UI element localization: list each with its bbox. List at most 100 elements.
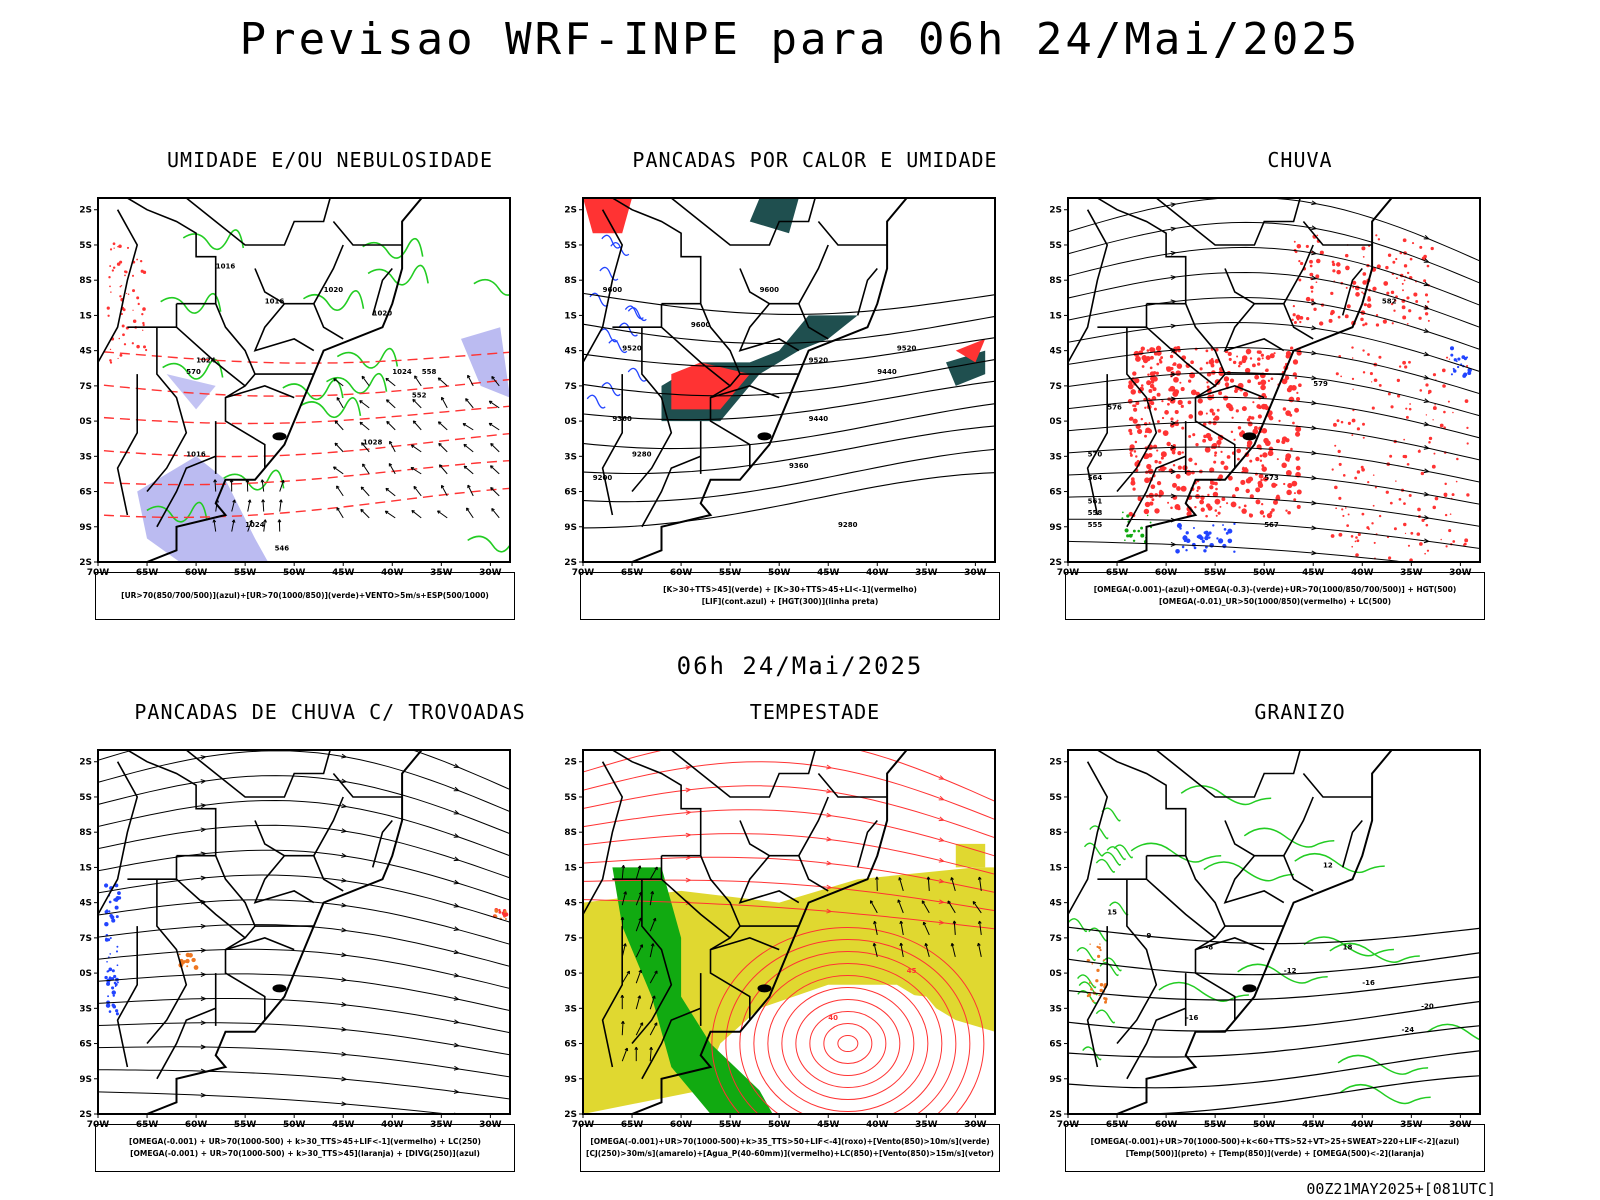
shaded-cell [1097, 954, 1101, 958]
lat-label: 36S [1050, 1040, 1062, 1050]
shaded-cell [1357, 532, 1361, 537]
shaded-cell [1263, 437, 1269, 444]
panel-title: PANCADAS POR CALOR E UMIDADE [632, 148, 998, 172]
wind-vector [413, 486, 422, 497]
shaded-cell [1158, 468, 1161, 472]
shaded-cell [1142, 357, 1149, 364]
shaded-cell [1443, 410, 1446, 414]
border-line [1068, 198, 1236, 469]
wind-vector [516, 466, 525, 474]
shaded-cell [104, 975, 108, 980]
panel-title: PANCADAS DE CHUVA C/ TROVOADAS [134, 700, 526, 724]
lat-label: 18S [1050, 828, 1062, 838]
streamline-arrow [1423, 421, 1430, 427]
lon-label: 30W [964, 1120, 987, 1130]
border-line [313, 796, 344, 857]
shaded-cell [107, 969, 110, 973]
shaded-cell [1291, 480, 1298, 487]
isoline [583, 315, 995, 345]
contour-label: 9520 [622, 345, 642, 353]
shaded-cell [1138, 350, 1144, 356]
wind-vector [621, 865, 625, 880]
shaded-cell [1351, 346, 1354, 349]
shaded-cell [1214, 415, 1220, 421]
lc-contour [767, 975, 929, 1113]
wind-vector [262, 499, 265, 512]
shaded-cell [1149, 366, 1153, 370]
wind-vector [951, 943, 956, 958]
shaded-cell [1236, 448, 1242, 454]
lat-label: 42S [80, 1110, 92, 1120]
wind-vector [950, 877, 956, 892]
streamline-arrow [826, 884, 832, 890]
shaded-cell [1372, 504, 1375, 507]
lon-label: 35W [430, 1120, 453, 1130]
streamline [1068, 321, 1480, 373]
wind-vector [279, 499, 282, 512]
shaded-cell [1448, 528, 1452, 533]
shaded-cell [1331, 468, 1334, 471]
shaded-cell [1132, 539, 1136, 543]
shaded-cell [1222, 524, 1224, 526]
shaded-cell [1295, 431, 1301, 437]
shaded-cell [1345, 286, 1348, 289]
shaded-cell [1420, 471, 1425, 476]
humidity-contour [303, 290, 365, 311]
streamline [98, 799, 510, 857]
panel-granizo: GRANIZO -8 -12 -16 -16 -20 -24 12 15 18 9 12S 15S 18… [1050, 700, 1550, 1180]
shaded-cell [1425, 383, 1429, 387]
shaded-cell [1130, 480, 1136, 486]
wind-vector-head [898, 877, 902, 881]
shaded-cell [1423, 279, 1427, 283]
lat-label: 36S [80, 1040, 92, 1050]
shaded-cell [1176, 486, 1181, 491]
shaded-cell [1383, 281, 1389, 286]
shaded-cell [131, 342, 134, 345]
streamline-arrow [341, 952, 347, 958]
lat-label: 21S [565, 863, 577, 873]
streamline-arrow [1311, 225, 1317, 231]
temp850-contour [1101, 851, 1122, 866]
weather-map: 1016 1016 1020 1020 1024 1024 1028 1016 1024 570 5… [80, 197, 525, 578]
shaded-cell [1409, 257, 1413, 261]
wind-vector-head [361, 442, 365, 446]
shaded-cell [1351, 434, 1354, 436]
shaded-cell [1404, 565, 1406, 567]
wind-vector-head [333, 378, 337, 382]
shaded-cell [1172, 482, 1177, 488]
shaded-cell [1335, 372, 1339, 376]
shaded-cell [1367, 527, 1370, 531]
humidity-contour [299, 397, 362, 418]
streamline-arrow [341, 1002, 347, 1007]
wind-vector [388, 463, 396, 475]
shaded-cell [1228, 357, 1232, 361]
shaded-cell [118, 337, 121, 340]
shaded-cell [1290, 346, 1294, 350]
border-line [253, 303, 315, 352]
shaded-cell [1445, 545, 1448, 548]
wind-vector-head [926, 876, 931, 880]
lon-label: 35W [915, 568, 938, 578]
shaded-cell [1166, 366, 1172, 372]
shaded-cell [1199, 367, 1203, 371]
shaded-cell [107, 995, 110, 998]
border-line [175, 303, 246, 387]
wind-vector [362, 463, 370, 475]
shaded-cell [1271, 508, 1275, 512]
shaded-cell [1338, 496, 1342, 500]
shaded-cell [186, 965, 189, 968]
border-line [1086, 926, 1108, 1068]
shaded-cell [139, 259, 143, 263]
wind-vector [621, 970, 630, 984]
lif-contour [599, 266, 619, 281]
shaded-cell [1332, 269, 1336, 273]
lagoon [1242, 432, 1257, 441]
shaded-cell [136, 344, 140, 349]
wind-vector-head [465, 398, 469, 402]
weather-map: 9600 9600 9600 9520 9520 9440 9440 9360 9360 9280… [565, 197, 996, 578]
shaded-cell [1155, 345, 1162, 352]
wind-vector [490, 443, 500, 453]
border-line [739, 820, 829, 892]
shaded-cell [1452, 367, 1455, 370]
shaded-cell [1393, 309, 1396, 312]
